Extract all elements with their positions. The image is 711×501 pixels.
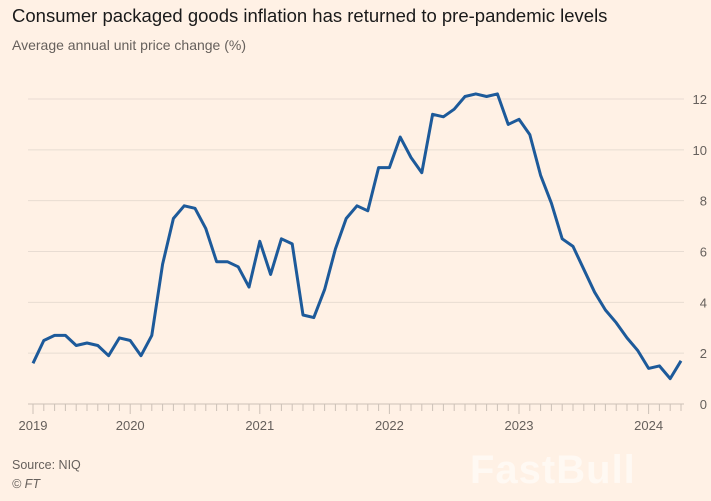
y-tick-label: 8 [700,194,707,209]
series-line [31,92,683,381]
x-tick-label: 2019 [19,418,48,433]
x-tick-label: 2021 [245,418,274,433]
copyright-note: © FT [12,477,40,491]
y-tick-label: 2 [700,346,707,361]
y-tick-label: 4 [700,295,707,310]
chart-title: Consumer packaged goods inflation has re… [12,5,608,26]
y-tick-label: 6 [700,245,707,260]
x-tick-label: 2022 [375,418,404,433]
y-tick-label: 10 [693,143,707,158]
x-tick-label: 2020 [116,418,145,433]
x-tick-label: 2024 [634,418,663,433]
chart-subtitle: Average annual unit price change (%) [12,37,247,53]
y-tick-label: 12 [693,92,707,107]
watermark: FastBull [470,448,636,492]
source-note: Source: NIQ [12,458,81,472]
x-tick-label: 2023 [505,418,534,433]
y-tick-label: 0 [700,397,707,412]
